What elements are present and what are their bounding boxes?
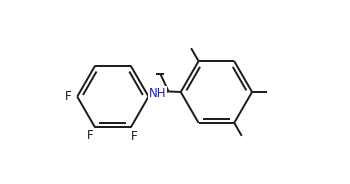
Text: F: F [87, 129, 94, 142]
Text: F: F [131, 130, 138, 143]
Text: NH: NH [149, 87, 166, 100]
Text: F: F [65, 90, 72, 103]
